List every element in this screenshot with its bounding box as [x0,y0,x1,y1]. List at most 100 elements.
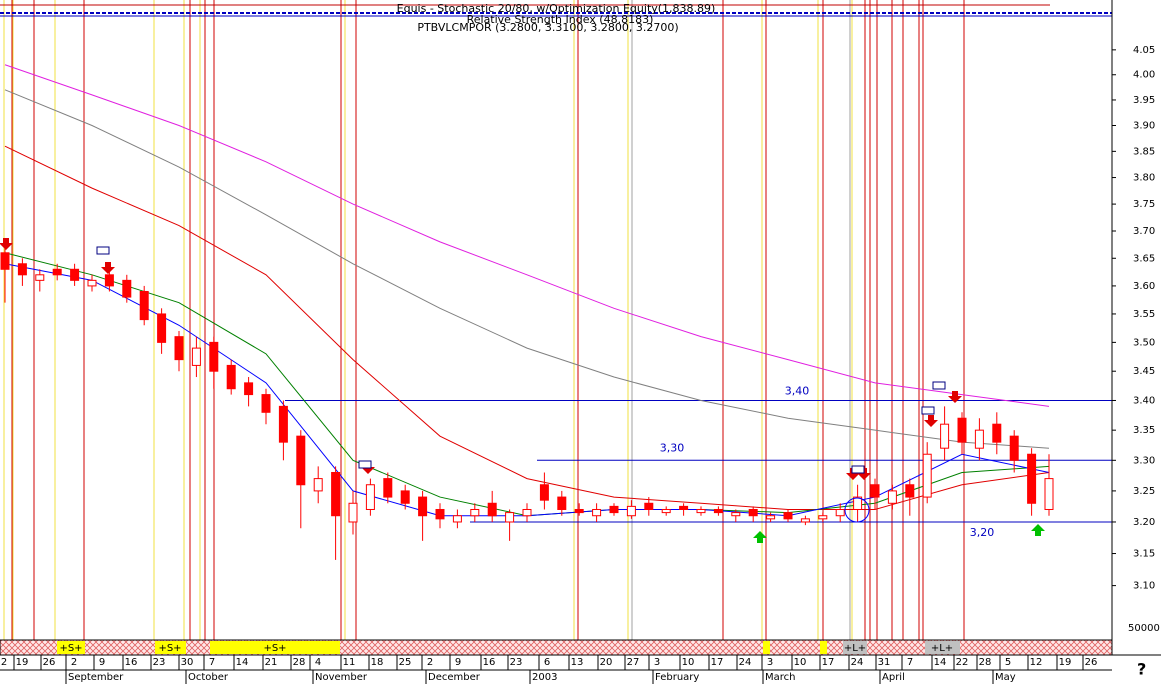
candle-body [174,336,184,361]
y-tick-label: 3.60 [1133,281,1155,292]
strip-block [57,641,85,654]
sell-arrow [101,262,115,274]
candle-body [974,429,984,449]
candle-body [626,505,636,517]
strip-label: +S+ [263,643,286,654]
x-tick-label: 24 [739,657,752,668]
candle-body [348,502,358,523]
candle-body [470,508,480,517]
help-icon[interactable]: ? [1137,660,1146,679]
y-tick-label: 3.50 [1133,337,1155,348]
month-label: October [188,672,229,683]
exit-flag [358,460,372,469]
candle-body [418,496,428,517]
strip-label: +L+ [844,643,866,654]
candle-body [766,515,776,520]
candle-body [1027,453,1037,504]
x-tick-label: 23 [510,657,523,668]
candle-body [800,518,810,523]
x-tick-label: 26 [1085,657,1098,668]
candle-body [244,382,254,396]
candle-body [505,512,515,523]
y-tick-label: 3.65 [1133,253,1155,264]
sell-arrow [857,468,871,480]
candle-body [87,279,97,287]
month-label: 2003 [532,672,557,683]
level-label: 3,40 [785,384,810,397]
candle-body [383,478,393,498]
candle-body [157,313,167,343]
x-tick-label: 6 [544,657,550,668]
x-tick-label: 3 [654,657,660,668]
candle-body [191,347,201,366]
candle-body [644,502,654,510]
strip-block [210,641,340,654]
x-tick-label: 21 [265,657,278,668]
buy-arrow [1031,524,1045,536]
candle-body [696,508,706,514]
x-tick-label: 2 [71,657,77,668]
candle-body [661,508,671,514]
candle-body [52,268,62,276]
exit-flag [932,381,946,390]
y-tick-label: 3.55 [1133,309,1155,320]
x-tick-label: 3 [767,657,773,668]
y-tick-label: 3.80 [1133,173,1155,184]
y-tick-label: 3.35 [1133,425,1155,436]
candle-body [731,512,741,517]
y-tick-label: 3.85 [1133,146,1155,157]
candle-body [713,508,723,514]
candle-body [957,417,967,443]
candle-body [818,515,828,520]
month-label: December [428,672,481,683]
exit-flag [851,465,865,474]
candle-body [835,508,845,517]
moving-average [4,89,1050,449]
candle-body [940,423,950,449]
sell-arrow [948,391,962,403]
x-tick-label: 10 [682,657,695,668]
y-tick-label: 3.70 [1133,226,1155,237]
candle-body [609,505,619,514]
x-tick-label: 25 [399,657,412,668]
x-tick-label: 28 [293,657,306,668]
x-tick-label: 13 [571,657,584,668]
buy-arrow [753,531,767,543]
candle-body [887,490,897,504]
y-tick-label: 3.30 [1133,455,1155,466]
signal-lines [3,0,965,640]
candle-body [278,405,288,443]
level-label: 3,20 [970,526,995,539]
x-tick-label: 7 [209,657,215,668]
candle-body [139,290,149,321]
x-tick-label: 31 [878,657,891,668]
candle-body [261,394,271,413]
candle-body [0,252,10,270]
strip-label: +L+ [931,643,953,654]
chart-subtitle: Relative Strength Index (48.8183) [467,13,654,26]
candle-body [452,515,462,523]
candle-body [435,508,445,520]
month-label: March [765,672,795,683]
marker-circle [844,497,870,523]
candle-body [592,508,602,517]
x-tick-label: 11 [343,657,356,668]
month-label: February [655,672,699,683]
x-tick-label: 26 [43,657,56,668]
strip-block [843,641,867,654]
candle-body [905,484,915,498]
candle-body [992,423,1002,443]
candle-body [35,274,45,281]
x-tick-label: 12 [1030,657,1043,668]
candle-body [557,496,567,510]
strip-block [763,641,770,654]
y-tick-label: 3.25 [1133,486,1155,497]
x-tick-label: 22 [956,657,969,668]
candle-body [783,512,793,520]
strip-block [925,641,960,654]
x-tick-label: 7 [907,657,913,668]
volume-tick-label: 50000 [1128,623,1160,634]
x-tick-label: 9 [99,657,105,668]
